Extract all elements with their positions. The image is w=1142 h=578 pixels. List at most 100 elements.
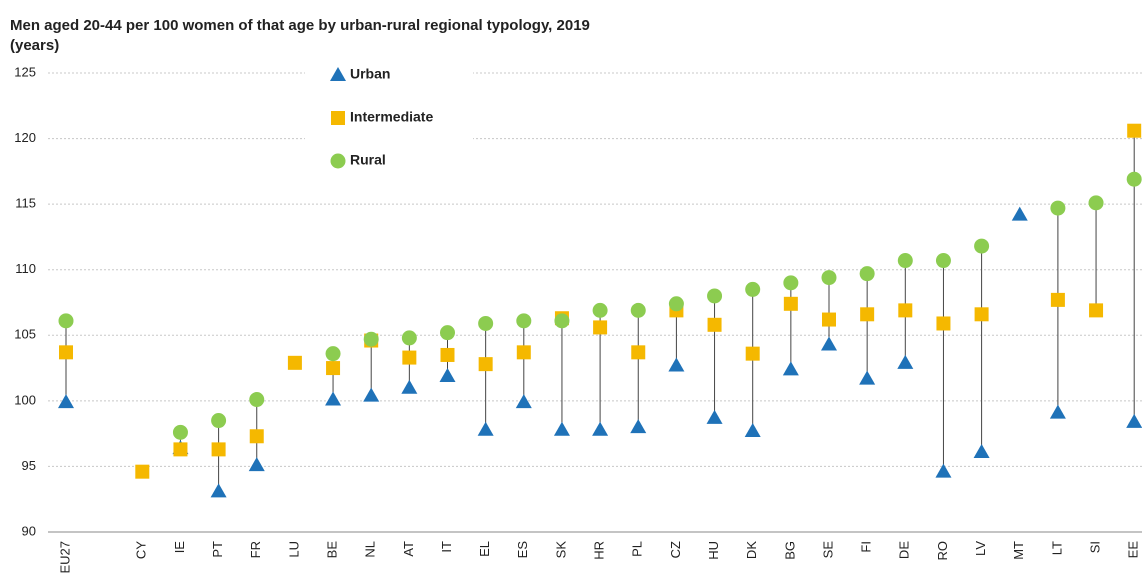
- data-point: [1089, 303, 1104, 318]
- x-tick-label: IT: [439, 541, 454, 553]
- data-point: [821, 270, 837, 286]
- data-point: [973, 444, 990, 459]
- x-tick-label: BG: [782, 541, 797, 560]
- data-point: [478, 315, 494, 331]
- legend-label: Intermediate: [350, 109, 433, 125]
- data-point: [173, 442, 188, 457]
- data-point: [630, 419, 647, 434]
- y-tick-label: 125: [14, 64, 36, 79]
- data-point: [440, 325, 455, 341]
- x-tick-label: CZ: [668, 541, 683, 558]
- legend-label: Urban: [350, 66, 390, 82]
- data-point: [745, 346, 760, 361]
- data-point: [249, 429, 264, 444]
- legend-marker: [331, 111, 345, 125]
- data-point: [592, 302, 608, 318]
- y-tick-label: 105: [14, 327, 36, 342]
- x-tick-label: EL: [477, 541, 492, 557]
- x-tick-label: HU: [706, 541, 721, 560]
- data-point: [248, 457, 265, 472]
- data-point: [249, 392, 265, 408]
- data-point: [630, 302, 646, 318]
- chart-subtitle: (years): [10, 37, 59, 54]
- data-point: [554, 313, 570, 329]
- x-tick-label: BE: [324, 541, 339, 559]
- data-point: [859, 370, 876, 385]
- data-point: [287, 355, 302, 370]
- x-tick-label: FI: [859, 541, 874, 553]
- data-point: [135, 464, 150, 479]
- data-point: [363, 387, 380, 402]
- data-point: [401, 330, 417, 346]
- y-tick-label: 120: [14, 130, 36, 145]
- data-point: [668, 296, 684, 312]
- y-tick-label: 115: [15, 196, 36, 211]
- data-point: [516, 313, 532, 329]
- data-point: [859, 266, 875, 282]
- x-tick-label: LU: [286, 541, 301, 558]
- data-point: [401, 379, 418, 394]
- x-tick-label: MT: [1011, 541, 1026, 560]
- data-point: [58, 313, 74, 329]
- data-point: [860, 307, 875, 322]
- x-tick-label: ES: [515, 541, 530, 559]
- data-point: [707, 317, 722, 332]
- data-point: [363, 331, 379, 347]
- data-point: [631, 345, 646, 360]
- data-point: [440, 347, 455, 362]
- data-point: [211, 413, 227, 429]
- data-point: [325, 346, 341, 362]
- y-tick-label: 95: [22, 458, 36, 473]
- x-tick-label: DK: [744, 541, 759, 559]
- x-tick-label: EE: [1126, 541, 1141, 559]
- data-point: [897, 354, 914, 369]
- x-tick-label: PL: [630, 541, 645, 557]
- x-tick-label: NL: [363, 541, 378, 558]
- x-tick-label: IE: [172, 541, 187, 554]
- data-point: [974, 238, 990, 254]
- legend-marker: [330, 67, 346, 81]
- x-tick-label: FR: [248, 541, 263, 558]
- data-point: [935, 253, 951, 269]
- x-tick-label: SK: [553, 541, 568, 559]
- chart-title: Men aged 20-44 per 100 women of that age…: [10, 17, 590, 34]
- data-point: [783, 296, 798, 311]
- data-point: [745, 281, 761, 297]
- x-tick-label: DE: [897, 541, 912, 559]
- data-point: [898, 303, 913, 318]
- x-tick-label: PT: [210, 541, 225, 558]
- data-point: [439, 367, 456, 382]
- data-point: [478, 357, 493, 372]
- data-point: [1050, 200, 1066, 216]
- data-point: [782, 361, 799, 376]
- data-point: [515, 394, 532, 409]
- data-point: [592, 421, 609, 436]
- data-point: [822, 312, 836, 327]
- x-tick-label: CY: [134, 541, 149, 559]
- x-tick-label: AT: [401, 541, 416, 557]
- data-point: [783, 275, 799, 291]
- data-point: [974, 307, 989, 322]
- data-point: [59, 345, 73, 360]
- x-tick-label: LT: [1049, 541, 1064, 555]
- x-tick-label: SI: [1087, 541, 1102, 553]
- data-point: [1088, 195, 1104, 211]
- x-tick-label: HR: [592, 541, 607, 560]
- data-point: [897, 253, 913, 269]
- data-point: [1049, 404, 1066, 419]
- data-point: [477, 421, 494, 436]
- data-point: [668, 357, 685, 372]
- data-point: [1126, 171, 1142, 187]
- legend-marker: [330, 153, 346, 169]
- data-point: [172, 424, 188, 440]
- data-point: [706, 409, 723, 424]
- y-tick-label: 110: [15, 261, 36, 276]
- y-tick-label: 100: [14, 392, 36, 407]
- data-point: [1050, 292, 1065, 307]
- x-tick-label: RO: [935, 541, 950, 561]
- data-point: [553, 421, 570, 436]
- data-point: [1127, 123, 1142, 138]
- x-tick-label: LV: [973, 541, 988, 556]
- x-tick-label: EU27: [57, 541, 72, 574]
